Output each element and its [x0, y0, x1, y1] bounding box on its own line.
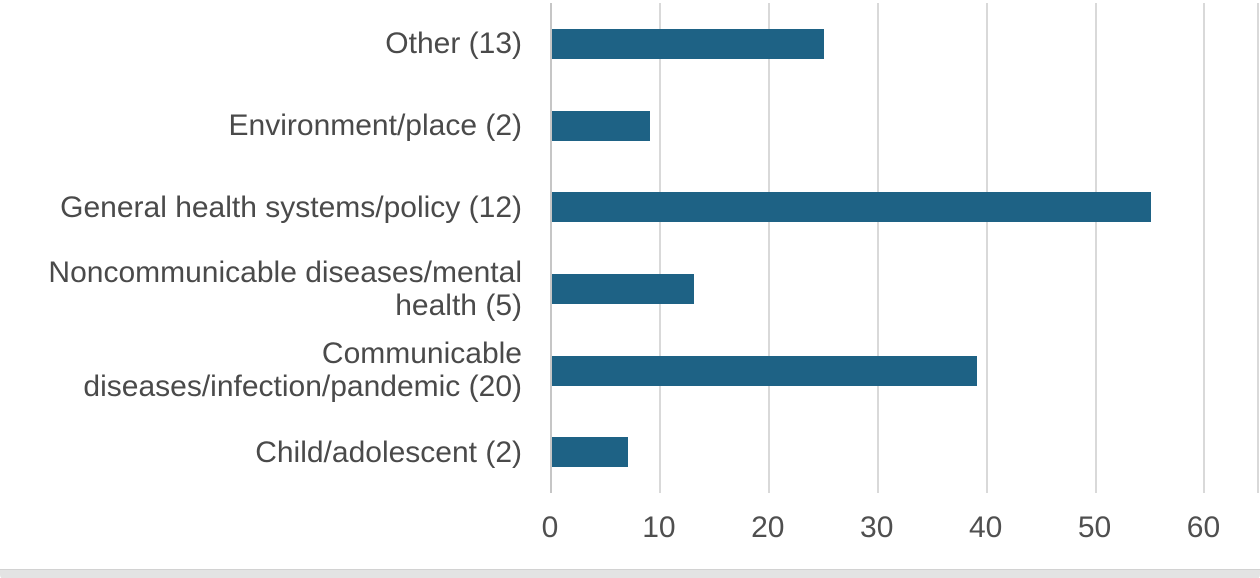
- x-tick-label: 20: [751, 511, 785, 544]
- gridline: [985, 3, 988, 493]
- x-axis: 0 10 20 30 40 50 60: [0, 510, 1260, 550]
- gridline: [658, 3, 661, 493]
- gridline: [876, 3, 879, 493]
- category-label: General health systems/policy (12): [60, 190, 522, 224]
- x-tick-label: 30: [860, 511, 894, 544]
- x-tick-label: 40: [968, 511, 1003, 544]
- category-label: Communicable diseases/infection/pandemic …: [83, 337, 522, 404]
- category-label: Environment/place (2): [228, 108, 522, 142]
- gridline: [767, 3, 770, 493]
- x-tick-label: 50: [1077, 511, 1112, 544]
- bar: [552, 355, 977, 386]
- x-tick-label: 60: [1186, 511, 1221, 544]
- window-bottom-edge: [0, 569, 1260, 578]
- x-tick-label: 10: [642, 511, 676, 544]
- category-labels: Other (13) Environment/place (2) General h…: [0, 3, 522, 493]
- axis-zero-line: [550, 3, 552, 493]
- bar: [552, 273, 694, 304]
- bar: [552, 437, 629, 468]
- bar: [552, 192, 1151, 223]
- category-label: Child/adolescent (2): [255, 435, 522, 469]
- gridline: [1094, 3, 1097, 493]
- bar: [552, 28, 825, 59]
- bar: [552, 110, 651, 141]
- gridline: [1203, 3, 1206, 493]
- x-tick-label: 0: [541, 511, 559, 544]
- category-label: Other (13): [385, 27, 522, 61]
- category-label: Noncommunicable diseases/mental health (5…: [48, 255, 522, 322]
- plot-area: [550, 3, 1259, 493]
- plot-right-border: [1257, 3, 1259, 493]
